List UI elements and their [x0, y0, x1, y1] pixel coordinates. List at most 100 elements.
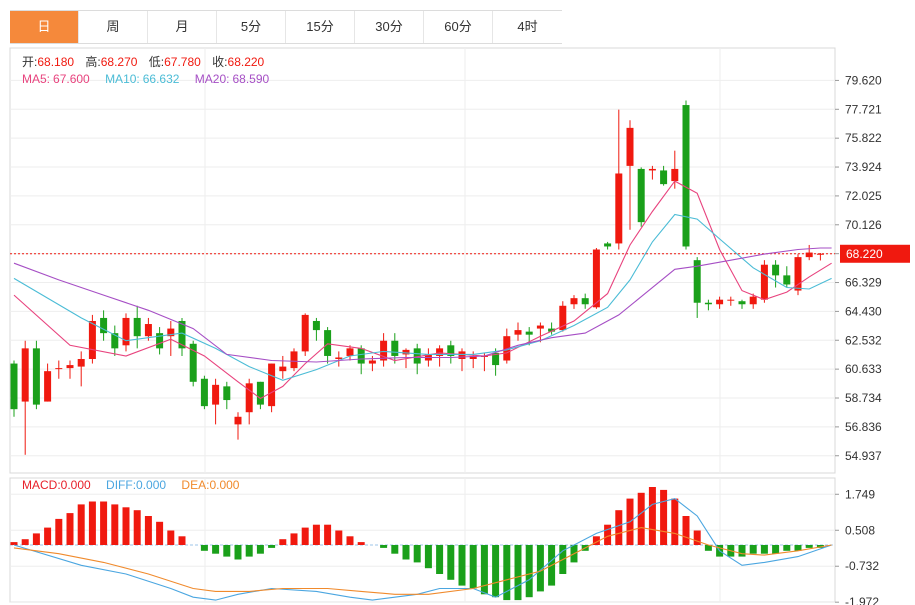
macd-bar: [749, 545, 757, 554]
candle-up: [268, 363, 276, 407]
candle-down: [492, 352, 500, 366]
tab-month[interactable]: 月: [148, 11, 217, 43]
macd-bar: [413, 545, 421, 563]
main-frame: [9, 47, 836, 474]
price-tick-label: 73.924: [845, 160, 882, 174]
macd-bar: [268, 545, 276, 548]
macd-bar: [122, 507, 130, 545]
macd-bar: [156, 521, 164, 545]
candle-up: [469, 355, 477, 359]
candle-up: [346, 348, 354, 356]
candle-up: [794, 257, 802, 291]
candle-down: [178, 320, 186, 349]
macd-bar: [447, 545, 455, 580]
grid-lines: [9, 47, 836, 603]
candle-up: [514, 330, 522, 335]
candle-up: [402, 349, 410, 355]
macd-bar: [436, 545, 444, 574]
macd-bar: [380, 545, 388, 548]
candle-up: [805, 252, 813, 258]
candle-up: [816, 253, 824, 255]
macd-bar: [783, 545, 791, 551]
macd-bar: [335, 530, 343, 545]
macd-bar: [536, 545, 544, 592]
macd-bar: [290, 533, 298, 545]
candle-down: [312, 320, 320, 331]
macd-tick-label: 0.508: [845, 523, 875, 537]
macd-tick-label: -1.972: [845, 595, 879, 605]
candle-up: [458, 351, 466, 359]
macd-bar: [503, 545, 511, 601]
macd-bar: [760, 545, 768, 554]
candle-down: [637, 168, 645, 223]
macd-bar: [615, 510, 623, 545]
macd-bar: [660, 489, 668, 545]
candle-down: [704, 302, 712, 305]
macd-bar: [648, 487, 656, 545]
candle-up: [559, 305, 567, 331]
macd-bar: [514, 545, 522, 601]
candle-up: [570, 298, 578, 305]
macd-bar: [301, 527, 309, 545]
macd-bar: [167, 530, 175, 545]
tab-week[interactable]: 周: [79, 11, 148, 43]
macd-bar: [391, 545, 399, 554]
candle-down: [783, 275, 791, 285]
macd-bar: [100, 501, 108, 545]
candlestick-plot: [10, 100, 835, 455]
candle-down: [447, 345, 455, 356]
macd-bar: [223, 545, 231, 557]
macd-bar: [133, 510, 141, 545]
macd-bar: [324, 524, 332, 545]
macd-bar: [480, 545, 488, 595]
tab-4hour[interactable]: 4时: [517, 19, 538, 34]
tab-30min[interactable]: 30分: [355, 11, 424, 43]
candle-down: [189, 343, 197, 382]
macd-bar: [245, 545, 253, 557]
candle-up: [301, 314, 309, 352]
candle-down: [682, 105, 690, 247]
macd-readout: MACD:0.000 DIFF:0.000 DEA:0.000: [22, 478, 240, 492]
macd-bar: [256, 545, 264, 554]
price-tick-label: 54.937: [845, 449, 882, 463]
macd-bar: [637, 492, 645, 545]
macd-bar: [44, 527, 52, 545]
macd-bar: [21, 539, 29, 545]
macd-plot: [10, 487, 835, 601]
price-tick-label: 58.734: [845, 391, 882, 405]
price-tick-label: 62.532: [845, 333, 882, 347]
candle-down: [772, 264, 780, 276]
candle-up: [88, 320, 96, 359]
candle-up: [234, 416, 242, 425]
candle-up: [671, 168, 679, 182]
macd-bar: [212, 545, 220, 554]
tab-5min[interactable]: 5分: [217, 11, 286, 43]
tab-day[interactable]: 日: [10, 11, 79, 43]
candle-down: [357, 348, 365, 364]
tab-60min[interactable]: 60分: [424, 11, 493, 43]
candle-up: [44, 371, 52, 402]
candle-up: [760, 264, 768, 300]
candle-up: [335, 357, 343, 359]
candle-up: [716, 299, 724, 305]
macd-tick-label: 1.749: [845, 487, 875, 501]
macd-bar: [525, 545, 533, 598]
candle-down: [100, 317, 108, 334]
price-tick-label: 75.822: [845, 131, 882, 145]
ma10-line: [13, 213, 832, 381]
candle-down: [32, 348, 40, 405]
ma20-line: [13, 247, 832, 363]
macd-bar: [682, 516, 690, 545]
macd-bar: [671, 498, 679, 545]
candle-down: [738, 301, 746, 305]
candle-up: [212, 384, 220, 405]
price-axis: 79.620 77.721 75.822 73.924 72.025 70.126 68.2…: [835, 73, 882, 605]
candle-up: [615, 173, 623, 244]
price-tick-label: 60.633: [845, 362, 882, 376]
candle-down: [111, 333, 119, 349]
candle-down: [256, 381, 264, 405]
tab-15min[interactable]: 15分: [286, 11, 355, 43]
candle-down: [10, 363, 18, 410]
